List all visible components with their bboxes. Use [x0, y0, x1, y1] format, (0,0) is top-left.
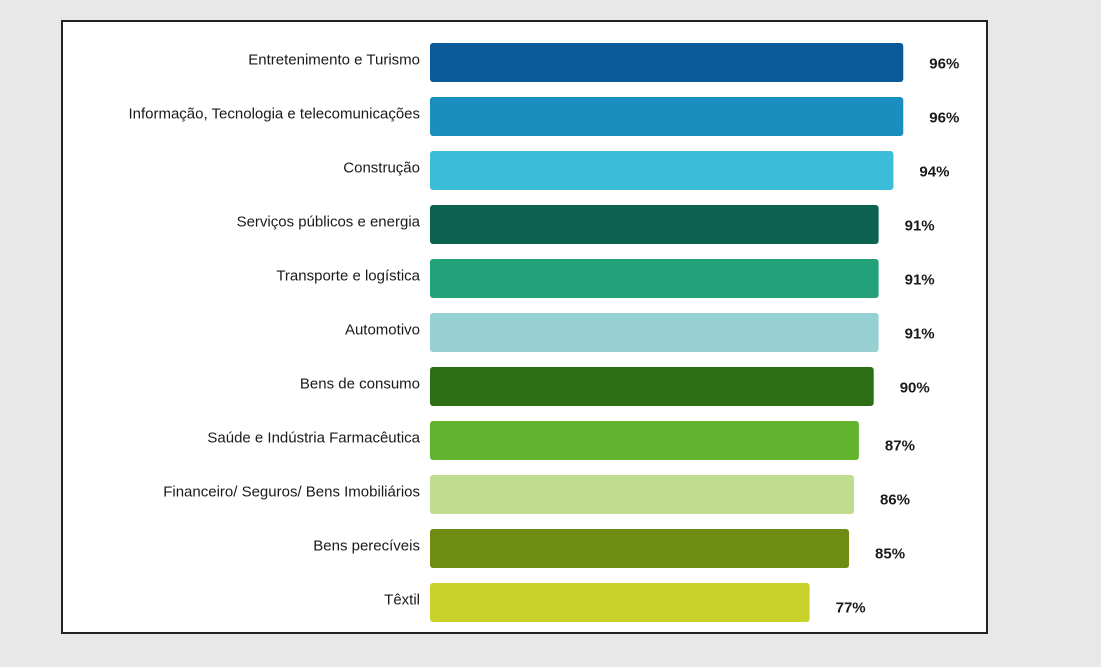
- value-label: 96%: [929, 109, 959, 126]
- bar: [430, 151, 894, 190]
- bar: [430, 475, 854, 514]
- bar-row: Saúde e Indústria Farmacêutica 87%: [207, 421, 915, 460]
- bar: [430, 421, 859, 460]
- category-label: Financeiro/ Seguros/ Bens Imobiliários: [163, 483, 420, 500]
- bar-row: Bens perecíveis 85%: [313, 529, 905, 568]
- category-label: Serviços públicos e energia: [237, 213, 421, 230]
- value-label: 96%: [929, 55, 959, 72]
- bar: [430, 529, 850, 568]
- category-label: Bens de consumo: [300, 375, 420, 392]
- bar: [430, 367, 874, 406]
- category-label: Automotivo: [345, 321, 420, 338]
- category-label: Transporte e logística: [276, 267, 420, 284]
- value-label: 91%: [905, 325, 935, 342]
- value-label: 77%: [836, 599, 866, 616]
- value-label: 94%: [919, 163, 949, 180]
- value-label: 91%: [905, 271, 935, 288]
- category-label: Têxtil: [384, 591, 420, 608]
- bar-row: Serviços públicos e energia 91%: [237, 205, 935, 244]
- bar-chart: Entretenimento e Turismo 96% Informação, T…: [128, 43, 959, 622]
- category-label: Informação, Tecnologia e telecomunicaçõe…: [128, 105, 420, 122]
- bar: [430, 313, 879, 352]
- bar-row: Entretenimento e Turismo 96%: [248, 43, 959, 82]
- bar: [430, 97, 904, 136]
- value-label: 91%: [905, 217, 935, 234]
- bar: [430, 43, 904, 82]
- bar-row: Transporte e logística 91%: [276, 259, 935, 298]
- bar: [430, 583, 810, 622]
- category-label: Saúde e Indústria Farmacêutica: [207, 429, 420, 446]
- category-label: Construção: [343, 159, 420, 176]
- bar-row: Automotivo 91%: [345, 313, 935, 352]
- bar: [430, 259, 879, 298]
- bar-row: Financeiro/ Seguros/ Bens Imobiliários 86…: [163, 475, 910, 514]
- chart-panel: Entretenimento e Turismo 96% Informação, T…: [61, 20, 988, 634]
- bar: [430, 205, 879, 244]
- value-label: 87%: [885, 437, 915, 454]
- value-label: 86%: [880, 491, 910, 508]
- bar-row: Têxtil 77%: [384, 583, 866, 622]
- value-label: 85%: [875, 545, 905, 562]
- value-label: 90%: [900, 379, 930, 396]
- bar-row: Construção 94%: [343, 151, 949, 190]
- category-label: Entretenimento e Turismo: [248, 51, 420, 68]
- bar-row: Bens de consumo 90%: [300, 367, 930, 406]
- bar-row: Informação, Tecnologia e telecomunicaçõe…: [128, 97, 959, 136]
- category-label: Bens perecíveis: [313, 537, 420, 554]
